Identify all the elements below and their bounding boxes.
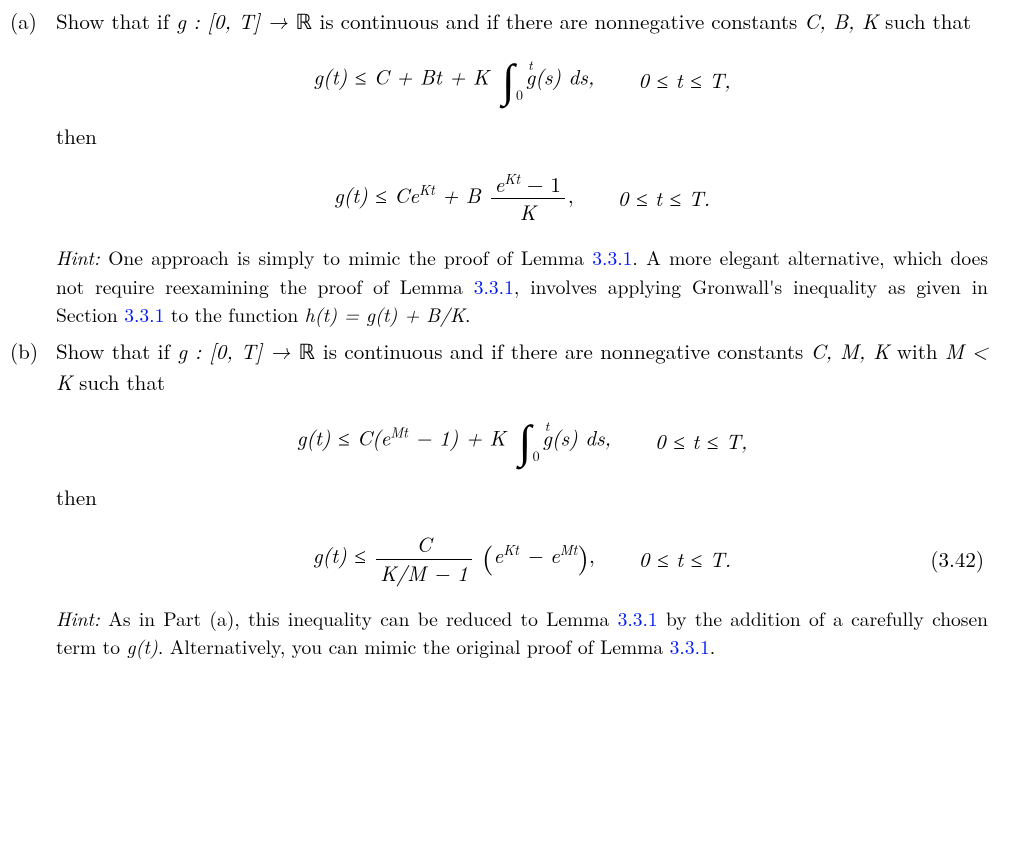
- exp: Mt: [560, 541, 578, 561]
- frac-den: K: [491, 199, 565, 225]
- text: with: [889, 336, 945, 366]
- math-inline: g : [0, T] →: [177, 336, 298, 366]
- integral-icon: ∫ t 0: [502, 57, 515, 103]
- hint-text: to the function: [164, 300, 304, 328]
- ref-link[interactable]: 3.3.1: [474, 272, 514, 300]
- int-lower: 0: [516, 85, 523, 105]
- eq-lhs: g(t) ≤ Ce: [334, 180, 419, 210]
- eq-range: 0 ≤ t ≤ T,: [638, 65, 730, 95]
- frac-den: K/M − 1: [376, 560, 472, 586]
- exp: Kt: [419, 180, 435, 200]
- equation-b1: g(t) ≤ C(eMt − 1) + K ∫ t 0 g(s) ds, 0 ≤…: [56, 418, 988, 464]
- eq-range: 0 ≤ t ≤ T.: [618, 183, 710, 213]
- hint-text: As in Part (a), this inequality can be r…: [100, 604, 618, 632]
- hint-text: One approach is simply to mimic the proo…: [100, 243, 592, 271]
- part-b-body: Show that if g : [0, T] → ℝ is continuou…: [56, 336, 988, 660]
- eq-range: 0 ≤ t ≤ T.: [639, 544, 731, 574]
- hint-a: Hint: One approach is simply to mimic th…: [56, 243, 988, 328]
- paren-mid: − e: [519, 541, 560, 571]
- eq-plus: + B: [435, 180, 481, 210]
- int-upper: t: [528, 55, 533, 75]
- ref-link[interactable]: 3.3.1: [124, 300, 164, 328]
- hint-b: Hint: As in Part (a), this inequality ca…: [56, 604, 988, 661]
- hint-text: .: [710, 632, 715, 660]
- integrand: g(s) ds,: [542, 422, 611, 452]
- frac-num: e: [495, 169, 505, 199]
- integrand: g(s) ds,: [526, 62, 595, 92]
- exp: Kt: [504, 169, 520, 189]
- real-symbol: ℝ: [295, 10, 312, 34]
- ref-link[interactable]: 3.3.1: [670, 632, 710, 660]
- paren-a: e: [494, 541, 504, 571]
- ref-link[interactable]: 3.3.1: [618, 604, 658, 632]
- frac-num: C: [376, 532, 472, 559]
- eq-lhs: g(t) ≤ C(e: [297, 422, 391, 452]
- text: is continuous and if there are nonnegati…: [316, 336, 811, 366]
- math-inline: g(t): [126, 632, 157, 660]
- part-b: (b) Show that if g : [0, T] → ℝ is conti…: [10, 336, 988, 660]
- math-inline: g : [0, T] →: [176, 6, 295, 36]
- fraction: C K/M − 1: [376, 532, 472, 585]
- equation-a2: g(t) ≤ CeKt + B eKt − 1 K , 0 ≤ t ≤ T.: [56, 172, 988, 225]
- text: such that: [878, 6, 971, 36]
- part-b-label: (b): [10, 336, 56, 660]
- part-a-label: (a): [10, 6, 56, 328]
- hint-text: . Alternatively, you can mimic the origi…: [158, 632, 670, 660]
- page: (a) Show that if g : [0, T] → ℝ is conti…: [0, 0, 1012, 688]
- eq-lhs-tail: − 1) + K: [408, 422, 506, 452]
- part-a-body: Show that if g : [0, T] → ℝ is continuou…: [56, 6, 988, 328]
- real-symbol: ℝ: [298, 340, 315, 364]
- int-lower: 0: [533, 446, 540, 466]
- text: Show that if: [56, 336, 177, 366]
- equation-a1: g(t) ≤ C + Bt + K ∫ t 0 g(s) ds, 0 ≤ t ≤…: [56, 57, 988, 103]
- math-inline: h(t) = g(t) + B/K: [305, 300, 465, 328]
- then-a: then: [56, 121, 988, 151]
- eq-range: 0 ≤ t ≤ T,: [655, 426, 747, 456]
- integral-icon: ∫ t 0: [519, 418, 532, 464]
- equation-number: (3.42): [930, 544, 984, 574]
- eq-lhs: g(t) ≤: [313, 541, 373, 571]
- eq-lhs: g(t) ≤ C + Bt + K: [313, 62, 489, 92]
- hint-text: .: [465, 300, 470, 328]
- math-inline: C, B, K: [804, 6, 878, 36]
- text: is continuous and if there are nonnegati…: [313, 6, 805, 36]
- exp: Mt: [390, 422, 408, 442]
- hint-label: Hint:: [56, 243, 100, 271]
- part-a: (a) Show that if g : [0, T] → ℝ is conti…: [10, 6, 988, 328]
- hint-label: Hint:: [56, 604, 100, 632]
- fraction: eKt − 1 K: [491, 172, 565, 225]
- then-b: then: [56, 482, 988, 512]
- frac-num-tail: − 1: [520, 169, 561, 199]
- equation-b2: g(t) ≤ C K/M − 1 (eKt − eMt), 0 ≤ t ≤ T.…: [56, 532, 988, 585]
- ref-link[interactable]: 3.3.1: [592, 243, 632, 271]
- text: Show that if: [56, 6, 176, 36]
- exp: Kt: [503, 541, 519, 561]
- math-inline: C, M, K: [811, 336, 890, 366]
- int-upper: t: [545, 416, 550, 436]
- text: such that: [72, 367, 165, 397]
